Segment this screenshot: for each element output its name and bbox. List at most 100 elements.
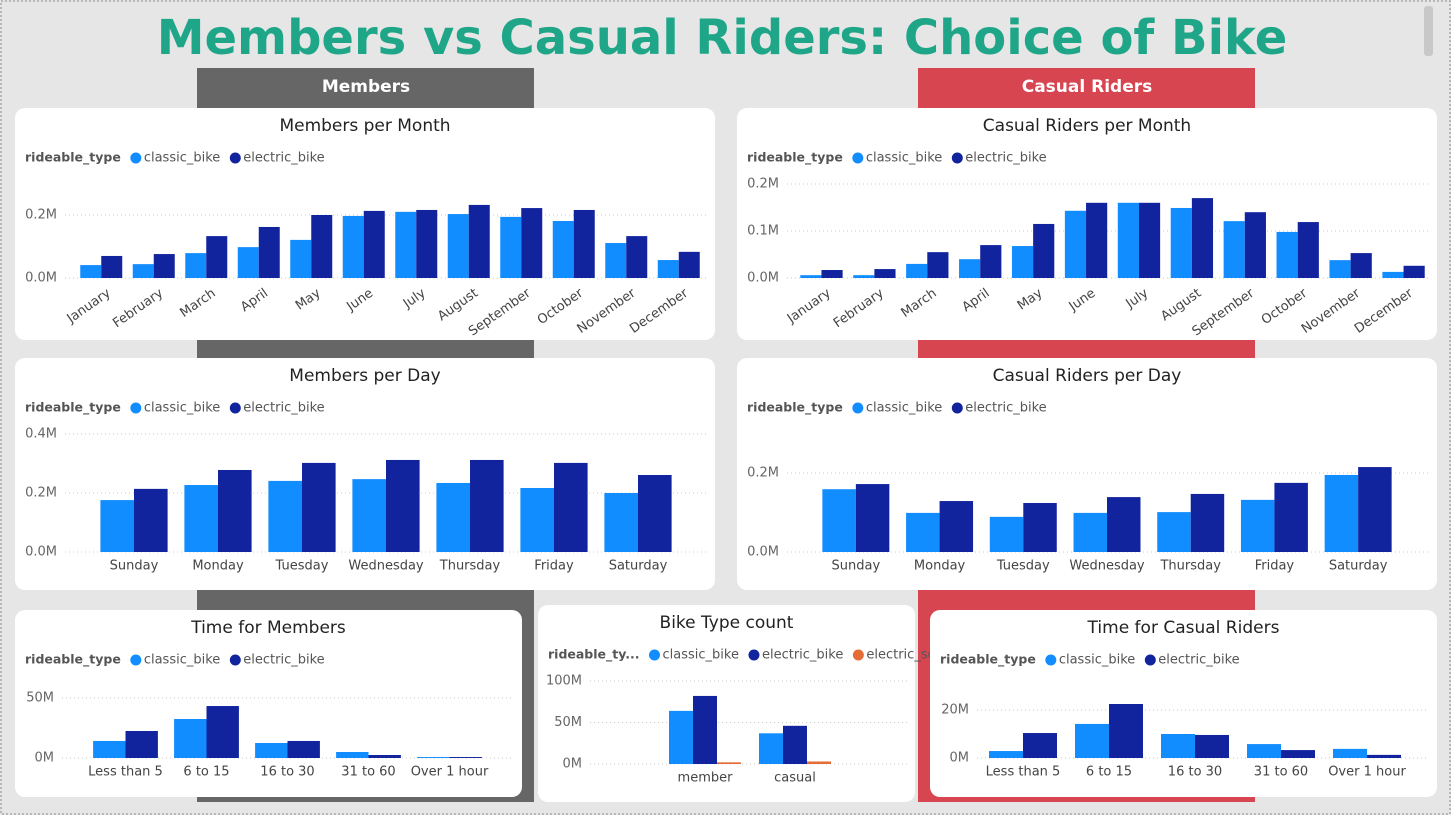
bar — [822, 489, 856, 552]
page-title: Members vs Casual Riders: Choice of Bike — [157, 10, 1288, 66]
bar — [853, 275, 875, 278]
bar — [807, 761, 831, 764]
bar — [287, 740, 320, 758]
bar — [1191, 198, 1214, 278]
x-tick-label: 31 to 60 — [341, 765, 395, 780]
legend-marker — [951, 152, 963, 164]
legend-marker — [130, 152, 142, 164]
x-tick-label: 31 to 60 — [1254, 765, 1308, 780]
bar — [693, 695, 717, 764]
legend-title: rideable_type — [747, 150, 843, 166]
chart-title: Time for Casual Riders — [1087, 618, 1280, 638]
x-tick-label: Monday — [192, 559, 244, 574]
bar — [783, 725, 807, 764]
x-tick-label: Sunday — [832, 559, 881, 574]
bar — [678, 251, 700, 278]
legend-label: electric_bike — [965, 151, 1046, 166]
legend-label: electric_bike — [965, 401, 1046, 416]
bar — [386, 459, 420, 552]
x-tick-label: Thursday — [1159, 559, 1221, 574]
x-tick-label: 6 to 15 — [183, 765, 229, 780]
legend-marker — [229, 402, 241, 414]
x-tick-label: member — [678, 771, 734, 786]
y-tick-label: 0.2M — [25, 486, 57, 501]
bar — [552, 220, 574, 278]
x-tick-label: Tuesday — [275, 559, 329, 574]
legend-label: classic_bike — [1059, 653, 1135, 668]
bar — [416, 209, 438, 278]
legend-label: electric_bike — [1158, 653, 1239, 668]
y-tick-label: 20M — [941, 703, 969, 718]
y-tick-label: 0M — [950, 751, 970, 766]
x-tick-label: Friday — [1255, 559, 1295, 574]
bar — [449, 757, 482, 758]
bar — [1244, 212, 1266, 278]
legend-label: classic_bike — [663, 648, 739, 663]
legend-marker — [852, 152, 864, 164]
panel — [538, 605, 915, 802]
x-tick-label: Less than 5 — [88, 765, 163, 780]
legend-label: electric_sc... — [866, 648, 947, 663]
bar — [1190, 493, 1225, 552]
bar — [855, 484, 890, 552]
legend-title: rideable_type — [25, 150, 121, 166]
legend-marker — [229, 152, 241, 164]
chart-title: Bike Type count — [660, 613, 794, 633]
x-tick-label: 16 to 30 — [1168, 765, 1222, 780]
chart-title: Members per Month — [279, 116, 450, 136]
legend-label: classic_bike — [144, 401, 220, 416]
bar — [1064, 210, 1087, 278]
bar — [258, 226, 280, 278]
x-tick-label: Over 1 hour — [1328, 765, 1406, 780]
bar — [206, 236, 228, 278]
bar — [1247, 744, 1281, 758]
legend-marker — [951, 402, 963, 414]
bar — [1367, 754, 1401, 758]
x-tick-label: Thursday — [439, 559, 501, 574]
legend-marker — [649, 649, 660, 661]
chart-title: Casual Riders per Day — [993, 366, 1182, 386]
bar — [93, 740, 126, 758]
bar — [268, 480, 302, 552]
bar — [342, 215, 364, 278]
legend-label: classic_bike — [144, 151, 220, 166]
bar — [1023, 733, 1057, 758]
legend-title: rideable_type — [25, 652, 121, 668]
bar — [1011, 246, 1034, 278]
bar — [1023, 503, 1057, 552]
bar — [1350, 253, 1372, 278]
bar — [500, 216, 522, 278]
bar — [626, 236, 648, 278]
chart-title: Members per Day — [289, 366, 440, 386]
x-tick-label: 16 to 30 — [260, 765, 314, 780]
x-tick-label: Saturday — [609, 559, 668, 574]
legend-title: rideable_type — [25, 400, 121, 416]
bar — [352, 479, 386, 552]
bar — [311, 215, 333, 278]
bar — [1333, 748, 1367, 758]
legend-marker — [1045, 654, 1057, 666]
bar — [657, 260, 679, 278]
y-tick-label: 0.0M — [25, 545, 57, 560]
bar — [174, 719, 207, 758]
panel — [737, 358, 1437, 590]
scrollbar[interactable] — [1424, 6, 1433, 56]
x-tick-label: Sunday — [110, 559, 159, 574]
bar — [1297, 222, 1319, 278]
x-tick-label: Tuesday — [996, 559, 1050, 574]
y-tick-label: 0.2M — [747, 466, 779, 481]
bar — [604, 493, 638, 552]
legend-marker — [748, 649, 760, 661]
bar — [1109, 704, 1143, 758]
y-tick-label: 0.0M — [25, 271, 57, 286]
bar — [669, 710, 693, 764]
bar — [1281, 750, 1315, 758]
chart-title: Casual Riders per Month — [983, 116, 1191, 136]
y-tick-label: 50M — [26, 691, 54, 706]
bar — [184, 485, 218, 552]
y-tick-label: 0.1M — [747, 224, 779, 239]
bar — [939, 501, 974, 552]
bar — [759, 733, 783, 764]
bar — [363, 210, 385, 278]
legend-marker — [852, 402, 864, 414]
